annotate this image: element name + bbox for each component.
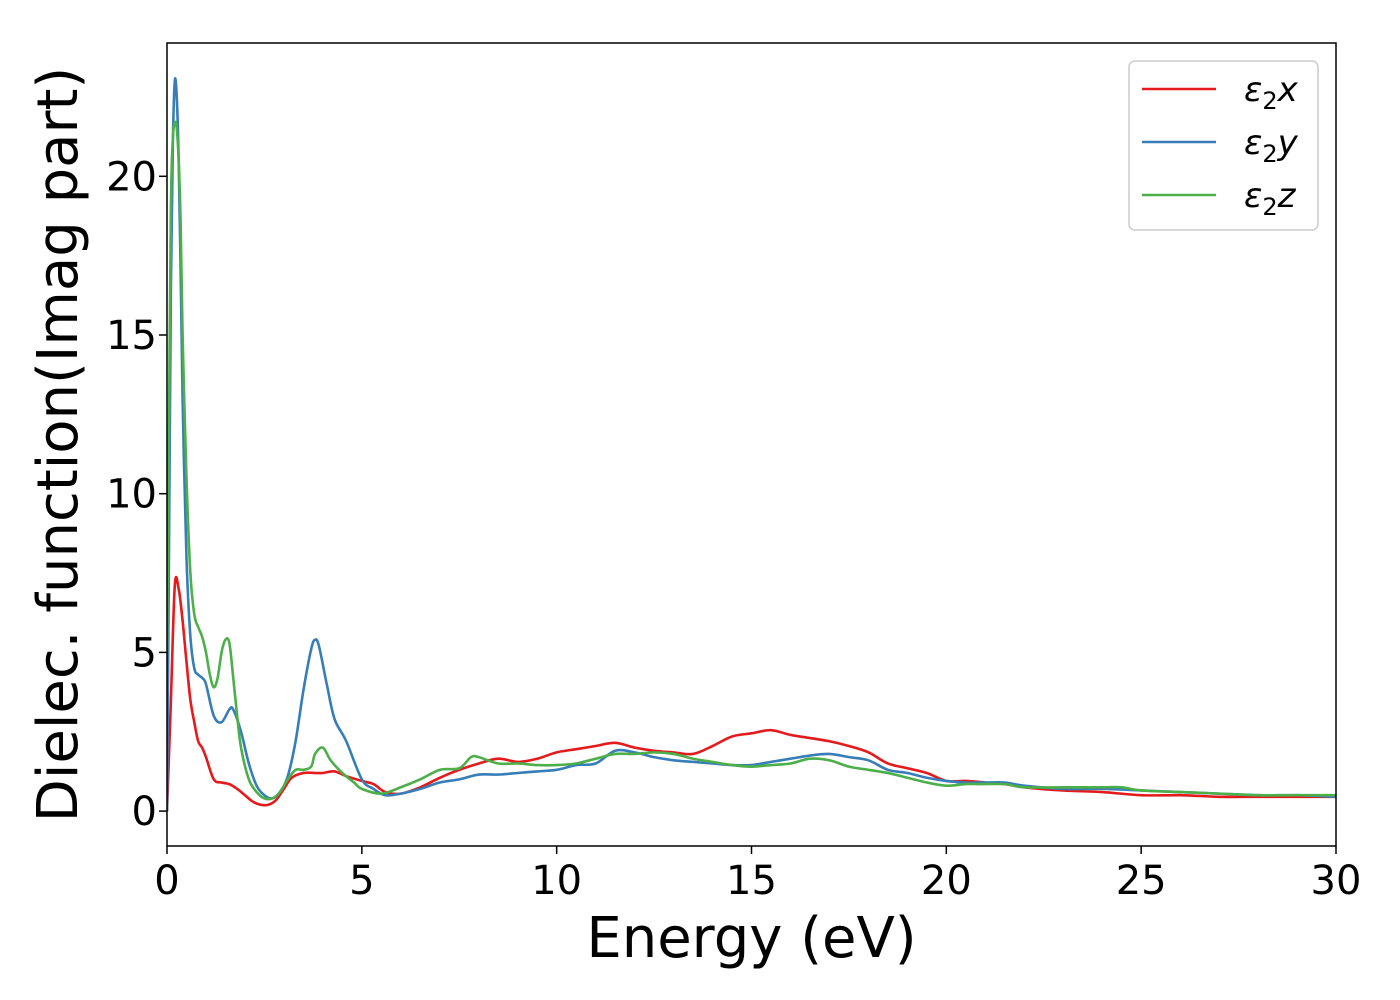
x-tick-label: 10: [531, 858, 582, 904]
legend-box: [1128, 60, 1319, 231]
x-axis-label: Energy (eV): [586, 906, 916, 971]
legend: ε2x ε2y ε2z: [1128, 60, 1319, 231]
series-line-z: [167, 120, 1336, 801]
x-tick-label: 5: [349, 858, 374, 904]
y-axis-ticks: 0 5 10 15 20: [106, 154, 167, 835]
y-tick-label: 20: [106, 154, 157, 200]
y-tick-label: 15: [106, 313, 157, 359]
x-axis-ticks: 0 5 10 15 20 25 30: [154, 846, 1361, 904]
y-tick-label: 10: [106, 472, 157, 518]
x-tick-label: 15: [726, 858, 777, 904]
legend-entry-x: ε2x: [1244, 70, 1299, 115]
y-tick-label: 5: [132, 630, 157, 676]
x-tick-label: 25: [1116, 858, 1167, 904]
series-layer: [167, 77, 1336, 812]
legend-entry-y: ε2y: [1244, 123, 1299, 168]
legend-entry-z: ε2z: [1244, 176, 1297, 221]
x-tick-label: 20: [921, 858, 972, 904]
x-tick-label: 0: [154, 858, 179, 904]
y-axis-label: Dielec. function(Imag part): [26, 67, 91, 823]
x-tick-label: 30: [1311, 858, 1362, 904]
y-tick-label: 0: [132, 789, 157, 835]
series-line-y: [167, 77, 1336, 812]
